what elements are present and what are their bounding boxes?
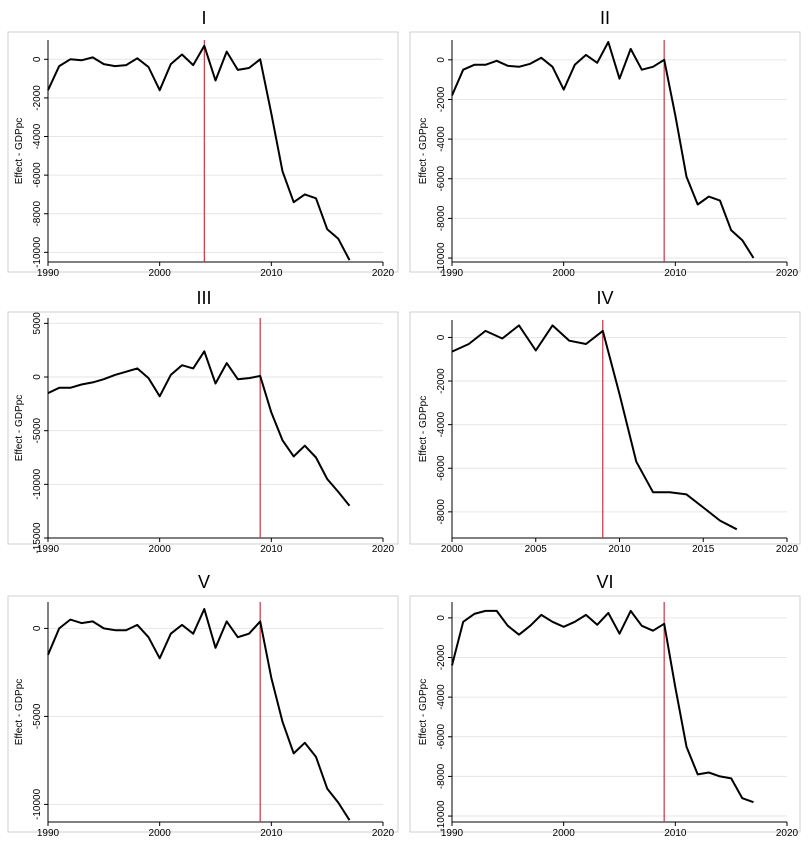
y-tick-label: -8000 — [436, 763, 447, 789]
y-tick-label: -6000 — [436, 166, 447, 192]
x-tick-label: 2000 — [149, 828, 172, 839]
panel-4: 0 -2000 -4000 -6000 -8000 2000 2005 2010 2015 202… — [409, 311, 801, 555]
x-tick-label: 2010 — [664, 268, 687, 279]
y-tick-label: -4000 — [436, 684, 447, 710]
series-line — [451, 324, 738, 531]
y-axis-label: Effect - GDPpc — [14, 118, 25, 185]
y-tick-label: 0 — [436, 57, 447, 63]
panel-title: IV — [596, 288, 614, 308]
y-tick-label: -6000 — [32, 162, 43, 188]
y-tick-label: -2000 — [32, 85, 43, 111]
y-tick-label: -8000 — [436, 205, 447, 231]
x-tick-label: 2020 — [776, 544, 799, 555]
y-tick-label: 5000 — [32, 312, 43, 335]
panel-title: I — [201, 8, 207, 28]
series-line — [47, 608, 351, 821]
x-tick-label: 2000 — [441, 544, 464, 555]
series-line — [47, 350, 351, 507]
y-tick-label: -15000 — [32, 522, 43, 554]
x-tick-label: 2020 — [776, 268, 799, 279]
y-tick-label: 0 — [32, 625, 43, 631]
series-line — [451, 609, 754, 804]
panel-frame — [409, 595, 801, 833]
x-tick-label: 1990 — [441, 828, 464, 839]
panel-title: VI — [596, 572, 614, 592]
y-tick-label: -10000 — [436, 800, 447, 832]
y-tick-label: -10000 — [32, 236, 43, 268]
panel-frame — [7, 31, 399, 273]
y-axis-label: Effect - GDPpc — [14, 679, 25, 746]
x-tick-label: 2010 — [664, 828, 687, 839]
x-tick-label: 1990 — [37, 828, 60, 839]
y-axis-label: Effect - GDPpc — [418, 679, 429, 746]
y-tick-label: -5000 — [32, 417, 43, 443]
y-tick-label: -8000 — [436, 499, 447, 525]
y-tick-label: -10000 — [32, 468, 43, 500]
x-tick-label: 2020 — [372, 828, 395, 839]
x-tick-label: 2000 — [149, 544, 172, 555]
panel-frame — [409, 311, 801, 545]
y-tick-label: -4000 — [32, 123, 43, 149]
panel-title: III — [196, 288, 212, 308]
panel-frame — [7, 311, 399, 545]
x-tick-label: 2010 — [260, 828, 283, 839]
x-tick-label: 2020 — [372, 268, 395, 279]
y-tick-label: -2000 — [436, 644, 447, 670]
y-tick-label: -8000 — [32, 201, 43, 227]
y-tick-label: -5000 — [32, 703, 43, 729]
y-axis-label: Effect - GDPpc — [14, 395, 25, 462]
y-tick-label: -6000 — [436, 724, 447, 750]
x-tick-label: 2000 — [149, 268, 172, 279]
x-tick-label: 2020 — [776, 828, 799, 839]
y-axis-label: Effect - GDPpc — [418, 118, 429, 185]
x-tick-label: 1990 — [37, 268, 60, 279]
panel-title: V — [197, 572, 210, 592]
y-tick-label: -4000 — [436, 411, 447, 437]
x-tick-label: 2015 — [692, 544, 715, 555]
panel-frame — [7, 595, 399, 833]
y-tick-label: 0 — [32, 374, 43, 380]
y-tick-label: -4000 — [436, 126, 447, 152]
x-tick-label: 2020 — [372, 544, 395, 555]
y-tick-label: 0 — [32, 56, 43, 62]
x-tick-label: 1990 — [37, 544, 60, 555]
y-tick-label: -2000 — [436, 368, 447, 394]
y-tick-label: 0 — [436, 615, 447, 621]
x-tick-label: 2010 — [260, 268, 283, 279]
x-tick-label: 2000 — [553, 268, 576, 279]
x-tick-label: 2010 — [608, 544, 631, 555]
x-tick-label: 2005 — [525, 544, 548, 555]
panel-title: II — [599, 8, 610, 28]
y-tick-label: -10000 — [32, 788, 43, 820]
panel-frame — [409, 31, 801, 273]
y-tick-label: -2000 — [436, 86, 447, 112]
y-tick-label: -10000 — [436, 242, 447, 274]
x-tick-label: 2000 — [553, 828, 576, 839]
x-tick-label: 2010 — [260, 544, 283, 555]
series-line — [47, 44, 351, 261]
panel-5: 0 -5000 -10000 1990 2000 2010 2020 Effect - GDP… — [7, 595, 399, 839]
y-axis-label: Effect - GDPpc — [418, 396, 429, 463]
y-tick-label: 0 — [436, 334, 447, 340]
x-tick-label: 1990 — [441, 268, 464, 279]
y-tick-label: -6000 — [436, 455, 447, 481]
series-line — [451, 41, 755, 259]
